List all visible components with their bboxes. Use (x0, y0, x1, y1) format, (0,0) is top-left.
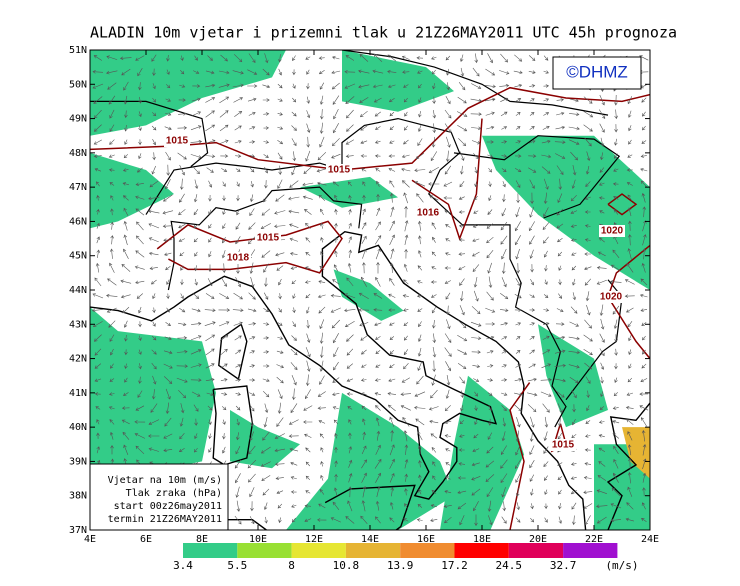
lon-label: 12E (305, 534, 323, 545)
colorbar-label: 8 (288, 559, 295, 572)
map: 1015 1015 1016 1015 1018 1020 1020 1015 51N 50N 49… (69, 45, 659, 545)
lat-label: 47N (69, 182, 87, 193)
colorbar-swatch (508, 543, 564, 558)
isobar-label-bg (598, 291, 624, 303)
wind-area-strong (622, 427, 650, 479)
lon-label: 20E (529, 534, 547, 545)
wind-area (482, 135, 650, 290)
isobar-label-bg (225, 252, 251, 264)
copyright: ©DHMZ (566, 62, 628, 81)
isobar-label-bg (550, 439, 576, 451)
coastline-sardinia (212, 385, 254, 466)
lat-label: 38N (69, 491, 87, 502)
lat-label: 42N (69, 354, 87, 365)
isobar (607, 193, 638, 216)
isobar-label-bg (415, 207, 441, 219)
colorbar-swatch (563, 543, 618, 558)
border (167, 186, 363, 291)
wind-area (342, 50, 454, 112)
colorbar-swatch (400, 543, 455, 558)
info-line: Vjetar na 10m (m/s) (108, 475, 222, 486)
info-line: termin 21Z26MAY2011 (108, 514, 222, 525)
colorbar-swatch (345, 543, 401, 558)
isobar-label-bg (599, 225, 625, 237)
isobar-label: 1015 (166, 136, 189, 147)
lon-label: 4E (84, 534, 96, 545)
isobar (411, 118, 483, 241)
info-line: start 00z26may2011 (114, 501, 222, 512)
lat-label: 43N (69, 319, 87, 330)
lon-label: 16E (417, 534, 435, 545)
border (341, 50, 609, 116)
colorbar-swatch (454, 543, 509, 558)
colorbar-label: 10.8 (333, 559, 360, 572)
isobar-label-bg (326, 164, 352, 176)
lon-label: 8E (196, 534, 208, 545)
isobar (156, 220, 343, 274)
colorbar-label: 32.7 (550, 559, 577, 572)
wind-area (90, 50, 286, 136)
border (453, 135, 621, 219)
colorbar-label: 13.9 (387, 559, 414, 572)
info-box (89, 463, 229, 531)
isobar-label: 1020 (600, 292, 623, 303)
lat-label: 48N (69, 148, 87, 159)
lat-label: 46N (69, 216, 87, 227)
lat-label: 40N (69, 422, 87, 433)
coastline (90, 230, 587, 530)
colorbar-label: 5.5 (227, 559, 247, 572)
lon-label: 18E (473, 534, 491, 545)
isobar-label: 1015 (257, 233, 280, 244)
lon-label: 6E (140, 534, 152, 545)
isobar-label-bg (255, 232, 281, 244)
coastline-corsica (218, 323, 248, 381)
lat-label: 45N (69, 251, 87, 262)
isobar-label: 1020 (601, 226, 624, 237)
info-line: Tlak zraka (hPa) (126, 488, 222, 499)
colorbar-label: 3.4 (173, 559, 193, 572)
lat-label: 51N (69, 45, 87, 56)
coastline-greece (606, 402, 650, 530)
lat-label: 39N (69, 456, 87, 467)
lon-label: 24E (641, 534, 659, 545)
colorbar-swatch (183, 543, 238, 558)
lon-label: 10E (249, 534, 267, 545)
copyright-box (552, 56, 642, 90)
isobar-label: 1016 (417, 208, 440, 219)
lat-label: 41N (69, 388, 87, 399)
lat-label: 49N (69, 114, 87, 125)
colorbar-label: 24.5 (496, 559, 523, 572)
lat-label: 37N (69, 525, 87, 536)
border (90, 100, 209, 168)
lon-label: 14E (361, 534, 379, 545)
colorbar-unit: (m/s) (605, 559, 638, 572)
title: ALADIN 10m vjetar i prizemni tlak u 21Z2… (90, 24, 677, 42)
wind-area (333, 269, 404, 321)
lat-label: 44N (69, 285, 87, 296)
wind-area (90, 152, 174, 229)
colorbar-swatch (237, 543, 292, 558)
lon-label: 22E (585, 534, 603, 545)
border (145, 117, 567, 428)
isobar-label: 1015 (552, 440, 575, 451)
colorbar-swatch (291, 543, 346, 558)
colorbar-label: 17.2 (441, 559, 468, 572)
isobar-label-bg (164, 135, 190, 147)
isobar (90, 86, 650, 171)
lat-label: 50N (69, 79, 87, 90)
coastline-sicily (324, 484, 416, 530)
wind-area (538, 324, 608, 428)
isobar-label: 1018 (227, 253, 250, 264)
isobar-label: 1015 (328, 165, 351, 176)
map-layer (90, 50, 650, 530)
